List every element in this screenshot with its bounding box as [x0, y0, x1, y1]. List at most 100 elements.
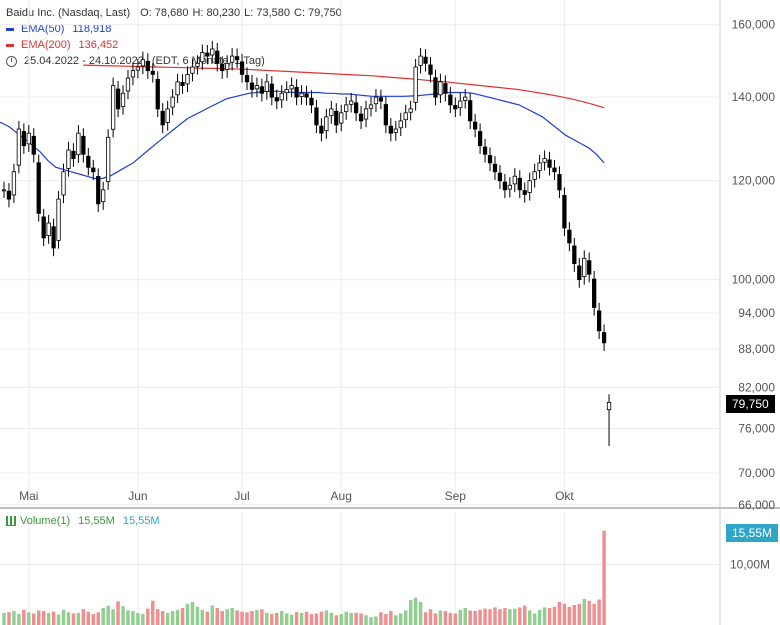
candle-body	[567, 229, 572, 244]
volume-bar	[428, 609, 433, 625]
x-tick-label: Aug	[331, 489, 352, 503]
candle-body	[339, 112, 344, 124]
volume-axis-label: 10,00M	[730, 557, 770, 571]
candle-body	[234, 56, 240, 61]
candle-body	[130, 70, 136, 78]
candle-body	[56, 198, 61, 241]
volume-bar	[532, 613, 537, 625]
volume-bar	[141, 614, 145, 625]
ema200-legend: EMA(200) 136,452	[6, 38, 118, 52]
x-tick-label: Sep	[445, 489, 467, 503]
candle-body	[11, 171, 17, 196]
volume-bar	[547, 608, 552, 625]
volume-bar	[518, 607, 522, 625]
y-tick-label: 140,000	[732, 90, 776, 104]
range-text: 25.04.2022 - 24.10.2022	[24, 55, 144, 67]
candle-body	[21, 131, 26, 147]
volume-bar	[185, 603, 190, 625]
candle-body	[71, 150, 76, 159]
volume-bar	[582, 598, 586, 625]
volume-bar	[294, 612, 299, 625]
candle-body	[1, 189, 7, 192]
last-price-badge: 79,750	[726, 395, 775, 413]
volume-bar	[230, 608, 234, 625]
volume-bar	[522, 605, 527, 625]
candle-body	[349, 100, 354, 105]
candle-body	[606, 401, 612, 411]
candle-body	[66, 149, 71, 169]
candle-body	[244, 75, 250, 83]
ema200-swatch	[6, 43, 14, 47]
candle-body	[324, 116, 329, 132]
volume-bars-icon	[6, 516, 16, 526]
candle-body	[220, 64, 225, 72]
candle-body	[344, 104, 349, 113]
candle-body	[106, 136, 111, 183]
candle-body	[239, 61, 245, 75]
volume-bar	[597, 599, 601, 625]
x-tick-label: Jul	[234, 489, 249, 503]
volume-bar	[289, 614, 294, 625]
ema50-value: 118,918	[72, 23, 112, 35]
volume-bar	[493, 607, 497, 625]
candle-body	[482, 146, 488, 155]
candle-body	[353, 102, 359, 114]
volume-bar	[557, 601, 562, 625]
volume-bar	[359, 613, 363, 625]
candle-body	[542, 158, 547, 163]
candle-body	[487, 155, 493, 164]
volume-bar	[537, 609, 542, 625]
volume-bar	[121, 606, 125, 625]
volume-bar	[225, 609, 229, 625]
candle-body	[6, 190, 12, 200]
volume-bar	[478, 609, 482, 625]
candle-body	[547, 159, 552, 168]
candle-body	[562, 194, 567, 229]
ema200-line	[83, 64, 605, 109]
candle-body	[205, 52, 210, 57]
volume-bar	[448, 612, 453, 625]
volume-bar	[463, 608, 467, 625]
candle-body	[36, 162, 41, 214]
candle-body	[433, 77, 438, 98]
candle-body	[31, 135, 36, 155]
volume-bar	[309, 614, 314, 625]
close-value: C: 79,750	[294, 7, 342, 19]
volume-bar	[27, 612, 31, 625]
y-tick-label: 66,000	[738, 498, 775, 512]
y-tick-label: 88,000	[738, 342, 775, 356]
volume-bar	[240, 611, 244, 625]
candle-body	[259, 86, 265, 94]
volume-bar	[339, 614, 343, 625]
volume-bar	[17, 614, 21, 625]
candle-body	[76, 132, 81, 156]
candle-body	[363, 108, 369, 120]
volume-bar	[51, 611, 56, 625]
candle-body	[160, 110, 165, 126]
candle-body	[497, 172, 503, 182]
volume-bar	[56, 614, 61, 625]
candle-body	[101, 189, 106, 203]
candle-body	[294, 86, 299, 98]
candle-body	[165, 108, 170, 123]
ema200-value: 136,452	[78, 39, 119, 51]
volume-bar	[513, 608, 517, 625]
volume-legend: Volume(1) 15,55M 15,55M	[6, 515, 160, 527]
candle-body	[358, 113, 364, 122]
candle-body	[46, 222, 51, 237]
volume-bar	[96, 612, 100, 625]
candle-body	[592, 278, 597, 308]
volume-bar	[438, 610, 443, 625]
candle-body	[403, 112, 408, 121]
volume-bar	[156, 609, 160, 625]
candle-body	[468, 100, 473, 122]
candle-body	[587, 260, 592, 275]
volume-bar	[304, 611, 309, 625]
candle-body	[81, 135, 86, 155]
volume-bar	[443, 611, 448, 625]
volume-bar	[101, 608, 105, 625]
candle-body	[492, 163, 498, 173]
chart-header: Baidu Inc. (Nasdaq, Last) O: 78,680 H: 8…	[6, 6, 342, 20]
volume-bar	[2, 612, 6, 625]
